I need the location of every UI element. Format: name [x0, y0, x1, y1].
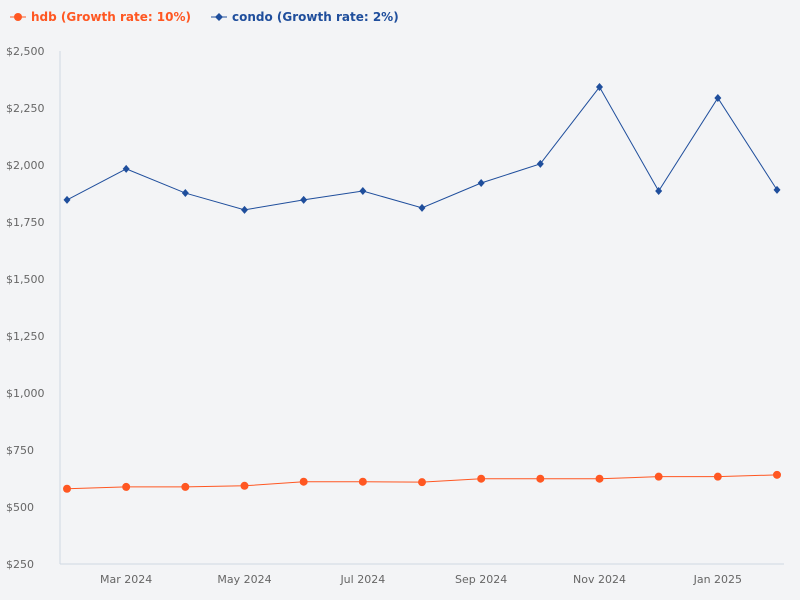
data-point-condo — [773, 185, 781, 194]
series-line-condo — [66, 86, 778, 211]
diamond-marker-icon — [211, 13, 228, 21]
data-point-hdb — [595, 474, 604, 483]
data-point-hdb — [418, 478, 426, 487]
y-tick-label: $1,750 — [6, 216, 45, 229]
data-point-condo — [181, 189, 189, 198]
x-tick-label: Nov 2024 — [573, 573, 626, 586]
data-point-condo — [714, 93, 722, 102]
y-tick-label: $2,500 — [6, 45, 45, 58]
data-point-hdb — [654, 472, 663, 481]
x-tick-label: May 2024 — [217, 573, 271, 586]
data-point-hdb — [358, 477, 367, 486]
legend-label-hdb: hdb (Growth rate: 10%) — [31, 10, 192, 24]
circle-marker-icon — [10, 13, 26, 21]
data-point-condo — [655, 186, 663, 195]
data-point-hdb — [299, 477, 308, 486]
y-tick-label: $1,000 — [6, 387, 45, 400]
x-tick-label: Mar 2024 — [100, 573, 152, 586]
data-point-condo — [300, 195, 308, 204]
data-point-hdb — [181, 482, 190, 491]
data-point-condo — [122, 164, 130, 173]
y-tick-label: $2,000 — [6, 159, 45, 172]
data-point-condo — [596, 83, 603, 92]
data-point-hdb — [122, 482, 131, 491]
data-point-hdb — [240, 481, 249, 490]
legend-item-condo[interactable]: condo (Growth rate: 2%) — [211, 10, 399, 24]
data-point-hdb — [536, 474, 545, 483]
data-point-condo — [241, 205, 248, 214]
data-point-condo — [63, 195, 71, 204]
data-point-condo — [477, 179, 485, 188]
y-tick-label: $500 — [6, 501, 34, 514]
data-point-hdb — [773, 470, 781, 479]
data-point-condo — [359, 186, 367, 195]
data-point-condo — [536, 159, 544, 168]
x-tick-label: Sep 2024 — [455, 573, 507, 586]
x-tick-label: Jul 2024 — [339, 573, 385, 586]
data-point-hdb — [713, 472, 722, 481]
y-tick-label: $2,250 — [6, 102, 45, 115]
legend-item-hdb[interactable]: hdb (Growth rate: 10%) — [10, 10, 191, 24]
legend-label-condo: condo (Growth rate: 2%) — [232, 10, 399, 24]
data-point-hdb — [63, 484, 71, 493]
x-tick-label: Jan 2025 — [693, 573, 742, 586]
data-point-condo — [418, 203, 426, 212]
y-tick-label: $750 — [6, 444, 34, 457]
y-tick-label: $1,500 — [6, 273, 45, 286]
data-point-hdb — [477, 474, 486, 483]
legend: hdb (Growth rate: 10%) condo (Growth rat… — [10, 10, 399, 24]
y-tick-label: $250 — [6, 558, 34, 571]
y-tick-label: $1,250 — [6, 330, 45, 343]
